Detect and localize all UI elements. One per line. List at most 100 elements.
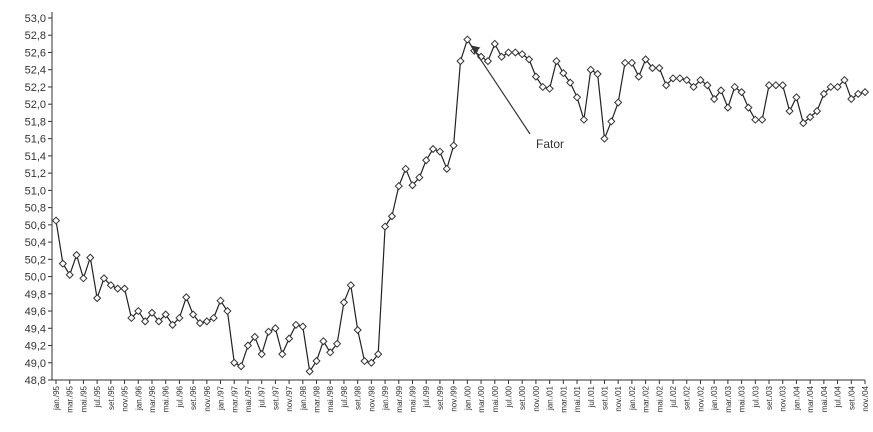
data-point (387, 212, 397, 221)
data-point (367, 358, 376, 367)
data-point (99, 274, 109, 283)
data-point (854, 89, 863, 98)
data-point (600, 134, 609, 143)
data-point (860, 88, 870, 97)
data-point (456, 56, 465, 66)
data-point (237, 362, 246, 371)
data-point (552, 56, 561, 66)
series-line (55, 38, 866, 374)
data-point (710, 94, 719, 104)
x-tick-label: set./04 (847, 385, 856, 410)
x-tick-label: nov./97 (285, 385, 294, 411)
x-tick-label: jan./02 (628, 385, 637, 411)
x-tick-label: jan./95 (52, 385, 61, 411)
x-tick-label: nov./01 (614, 385, 623, 411)
x-tick-label: jan./99 (381, 385, 390, 411)
data-point (655, 63, 664, 73)
data-point (538, 82, 547, 92)
data-point (257, 350, 266, 359)
data-point (428, 144, 438, 154)
data-point (216, 296, 225, 305)
data-point (559, 69, 568, 78)
annotation-layer: Fator (470, 45, 564, 151)
data-point (819, 89, 828, 98)
data-point (703, 81, 712, 90)
data-point (182, 293, 191, 302)
data-point (826, 82, 835, 92)
annotation-arrowhead (471, 45, 481, 54)
data-point (531, 72, 541, 81)
x-tick-label: jul./04 (834, 385, 843, 408)
data-point (545, 84, 554, 93)
x-tick-label: set./98 (354, 385, 363, 410)
x-tick-label: set./99 (436, 385, 445, 410)
x-tick-label: set./95 (107, 385, 116, 410)
data-point (751, 115, 760, 124)
data-point (483, 56, 493, 66)
data-point (291, 320, 301, 329)
data-point (586, 65, 595, 74)
x-tick-label: jan./98 (299, 385, 308, 411)
data-point (51, 216, 61, 225)
data-point (435, 147, 445, 156)
y-tick-label: 51,6 (25, 134, 46, 146)
data-point (305, 367, 314, 376)
data-point (792, 93, 801, 102)
y-axis: 53,0 52,8 52,6 52,4 52,2 52,0 51,8 51,6 51,4 51,2… (25, 12, 53, 387)
x-tick-label: mar./95 (66, 385, 75, 412)
x-tick-label: jul./00 (504, 385, 513, 408)
x-tick-label: nov./00 (532, 385, 541, 411)
data-point (518, 50, 527, 59)
data-point (284, 334, 294, 343)
x-tick-label: jan./00 (463, 385, 472, 411)
data-point (209, 313, 218, 323)
data-point (243, 341, 253, 350)
data-point (353, 325, 362, 335)
data-point (168, 320, 177, 329)
data-point (408, 181, 417, 190)
data-point (641, 55, 650, 64)
data-point (278, 350, 287, 359)
data-point (442, 164, 451, 173)
data-point (72, 250, 81, 260)
data-point (93, 294, 102, 303)
data-point (422, 156, 431, 165)
x-tick-label: mai./99 (409, 385, 418, 412)
data-point (490, 39, 499, 48)
data-point (127, 313, 136, 323)
y-tick-label: 51,2 (25, 168, 46, 180)
data-point (346, 281, 355, 290)
data-point (360, 356, 369, 366)
data-point (662, 81, 671, 90)
data-point (319, 337, 328, 346)
data-point (250, 332, 259, 342)
x-tick-label: jul./98 (340, 385, 349, 408)
x-tick-label: jul./95 (93, 385, 102, 408)
data-point (730, 82, 739, 92)
y-tick-label: 52,4 (25, 65, 46, 77)
data-point (401, 164, 410, 173)
data-point (785, 106, 794, 116)
y-tick-label: 50,4 (25, 237, 46, 249)
data-point (449, 141, 458, 150)
x-tick-label: mar./98 (313, 385, 322, 412)
data-point (326, 348, 335, 357)
data-point (566, 78, 575, 87)
data-point (415, 173, 424, 182)
data-point (141, 317, 150, 326)
data-point (833, 82, 842, 92)
data-point (147, 308, 157, 317)
y-tick-label: 50,8 (25, 203, 46, 215)
x-tick-label: nov./96 (203, 385, 212, 411)
data-point (202, 317, 211, 326)
x-axis: jan./95 mar./95 mai./95 jul./95 set./95 nov./… (52, 379, 870, 413)
y-tick-label: 53,0 (25, 13, 46, 25)
data-point (65, 270, 74, 279)
data-point (86, 253, 95, 262)
x-tick-label: jul./96 (175, 385, 184, 408)
data-point (504, 48, 513, 57)
y-tick-label: 52,0 (25, 99, 46, 111)
data-point (634, 72, 643, 81)
data-point (497, 52, 506, 61)
